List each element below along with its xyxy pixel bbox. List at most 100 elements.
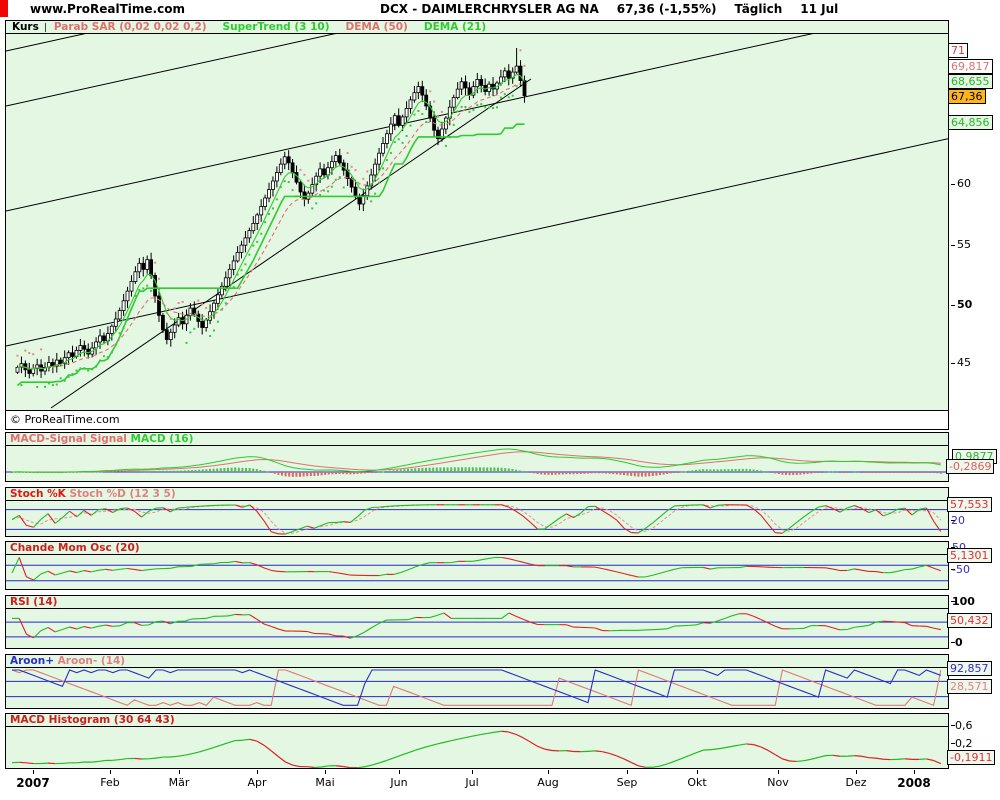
indicator-label-rsi[interactable]: RSI (14) (6, 596, 948, 609)
indicator-panel-macd: MACD-Signal Signal MACD (16) (5, 432, 949, 482)
copyright-strip: © ProRealTime.com (6, 410, 948, 429)
logo-red-block-icon (0, 0, 8, 17)
time-axis-label-Sep: Sep (616, 776, 638, 789)
legend-item-1[interactable]: SuperTrend (3 10) (222, 21, 330, 33)
scale-label-hist: 0,6 (955, 719, 973, 732)
time-axis-tick (778, 770, 779, 774)
scale-tick (951, 743, 955, 744)
time-axis-tick (33, 770, 34, 774)
price-axis-label: 60 (957, 177, 971, 190)
indicator-label-part: Stoch %D (12 3 5) (69, 488, 176, 500)
time-axis-label-Mai: Mai (315, 776, 335, 789)
indicator-label-part: MACD-Signal Signal (10, 433, 131, 445)
indicator-label-part: Aroon- (14) (57, 655, 126, 667)
scale-label-hist: 0,2 (955, 737, 973, 750)
indicator-label-aroon[interactable]: Aroon+ Aroon- (14) (6, 655, 948, 668)
indicator-label-part: Stoch %K (10, 488, 70, 500)
scale-tick (951, 642, 955, 643)
date-label: 11 Jul (800, 2, 839, 16)
scale-value-aroon: 28,571 (947, 679, 992, 694)
price-box-64856: 64,856 (948, 115, 993, 130)
price-box-71: 71 (948, 43, 968, 58)
scale-tick (951, 547, 955, 548)
time-axis-label-Jul: Jul (465, 776, 479, 789)
price-box-68655: 68,655 (948, 74, 993, 89)
time-axis-tick (856, 770, 857, 774)
kurs-label: Kurs (12, 21, 39, 33)
indicator-panel-rsi: RSI (14) (5, 595, 949, 649)
time-axis-label-2007: 2007 (16, 776, 50, 790)
scale-tick (951, 725, 955, 726)
indicator-label-part: MACD Histogram (30 64 43) (10, 714, 175, 726)
copyright: © ProRealTime.com (10, 413, 120, 426)
scale-label-rsi: 100 (952, 595, 975, 608)
indicator-panel-hist: MACD Histogram (30 64 43) (5, 713, 949, 769)
indicator-canvas-cmo[interactable] (6, 555, 948, 589)
scale-tick (951, 569, 955, 570)
time-axis-label-Nov: Nov (767, 776, 789, 789)
time-axis-tick (257, 770, 258, 774)
time-axis-label-Feb: Feb (100, 776, 120, 789)
price-box-6736: 67,36 (948, 89, 986, 104)
time-axis-label-Apr: Apr (247, 776, 267, 789)
time-axis-tick (325, 770, 326, 774)
site-link[interactable]: www.ProRealTime.com (30, 2, 185, 16)
chart-title-bar: DCX - DAIMLERCHRYSLER AG NA 67,36 (-1,55%… (380, 2, 856, 16)
scale-tick (951, 601, 955, 602)
instrument-title: DCX - DAIMLERCHRYSLER AG NA (380, 2, 599, 16)
timeframe[interactable]: Täglich (734, 2, 783, 16)
indicator-label-hist[interactable]: MACD Histogram (30 64 43) (6, 714, 948, 727)
time-axis-label-Mär: Mär (168, 776, 190, 789)
scale-label-rsi: 0 (955, 636, 963, 649)
price-axis-label: 50 (957, 298, 973, 311)
indicator-label-cmo[interactable]: Chande Mom Osc (20) (6, 542, 948, 555)
indicator-canvas-aroon[interactable] (6, 668, 948, 708)
indicator-canvas-rsi[interactable] (6, 609, 948, 648)
time-axis-label-Jun: Jun (390, 776, 408, 789)
scale-label-cmo: -50 (952, 563, 970, 576)
indicator-panel-aroon: Aroon+ Aroon- (14) (5, 654, 949, 709)
indicator-label-stoch[interactable]: Stoch %K Stoch %D (12 3 5) (6, 488, 948, 501)
indicator-label-part: MACD (16) (130, 433, 194, 445)
price-axis-tick (951, 363, 955, 364)
time-axis-label-2008: 2008 (897, 776, 931, 790)
time-axis-tick (697, 770, 698, 774)
scale-value-macd: -0,2869 (946, 459, 995, 474)
scale-value-cmo: 5,1301 (947, 548, 992, 563)
last-price: 67,36 (-1,55%) (616, 2, 717, 16)
price-axis-tick (951, 305, 955, 306)
price-axis-label: 55 (957, 238, 971, 251)
scale-label-stoch: 20 (951, 514, 965, 527)
legend-item-3[interactable]: DEMA (21) (423, 21, 487, 33)
indicator-label-macd[interactable]: MACD-Signal Signal MACD (16) (6, 433, 948, 446)
legend-item-2[interactable]: DEMA (50) (345, 21, 408, 33)
price-legend-row: Kurs Parab SAR (0,02 0,02 0,2) SuperTrend … (6, 21, 948, 34)
time-axis-tick (179, 770, 180, 774)
indicator-label-part: Aroon+ (10, 655, 58, 667)
time-axis-tick (399, 770, 400, 774)
price-axis-label: 45 (957, 356, 971, 369)
legend-item-0[interactable]: Parab SAR (0,02 0,02 0,2) (53, 21, 207, 33)
price-chart-canvas[interactable] (6, 34, 948, 410)
scale-tick (951, 520, 955, 521)
legend-divider (44, 22, 46, 32)
time-axis-label-Dez: Dez (845, 776, 867, 789)
time-axis-tick (110, 770, 111, 774)
indicator-panel-stoch: Stoch %K Stoch %D (12 3 5) (5, 487, 949, 537)
scale-value-aroon: 92,857 (947, 661, 992, 676)
indicator-label-part: Chande Mom Osc (20) (10, 542, 140, 554)
price-axis-tick (951, 245, 955, 246)
indicator-canvas-macd[interactable] (6, 446, 948, 481)
indicator-panel-cmo: Chande Mom Osc (20) (5, 541, 949, 590)
indicator-canvas-stoch[interactable] (6, 501, 948, 536)
indicator-canvas-hist[interactable] (6, 727, 948, 768)
scale-value-stoch: 57,553 (947, 497, 992, 512)
scale-value-rsi: 50,432 (947, 613, 992, 628)
price-chart-panel: Kurs Parab SAR (0,02 0,02 0,2) SuperTrend … (5, 20, 949, 430)
time-axis-tick (627, 770, 628, 774)
time-axis-tick (548, 770, 549, 774)
price-box-69817: 69,817 (948, 59, 993, 74)
scale-value-hist: -0,1911 (947, 750, 996, 765)
price-axis-tick (951, 184, 955, 185)
time-axis-label-Okt: Okt (687, 776, 707, 789)
